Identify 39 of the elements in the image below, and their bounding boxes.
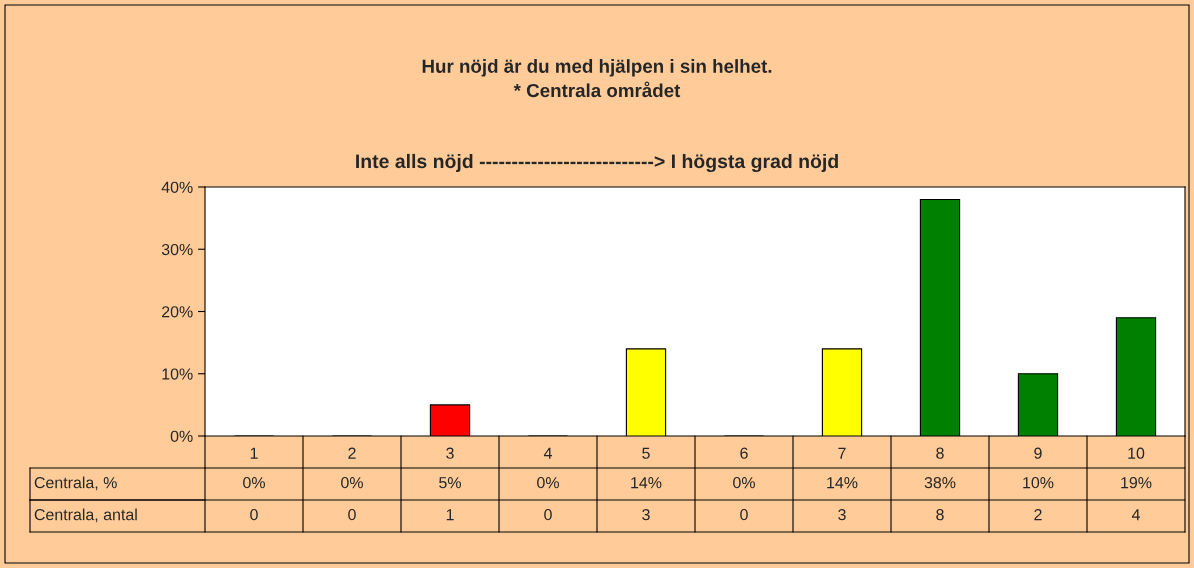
- text: 1: [446, 509, 454, 521]
- text: 8: [936, 508, 944, 521]
- data-label: 0%: [243, 476, 265, 489]
- text: 0: [740, 508, 748, 521]
- data-label: 0%: [537, 476, 559, 489]
- text: 3: [838, 508, 846, 521]
- text: 0: [544, 508, 552, 521]
- legend-label: Centrala, %: [34, 476, 117, 491]
- text: Centrala, antal: [34, 508, 137, 523]
- y-tick-label: 40%: [161, 181, 193, 193]
- data-label: 19%: [1121, 476, 1152, 489]
- x-tick-label: 1: [250, 447, 258, 459]
- text: 2: [1034, 508, 1042, 521]
- data-label: 10%: [1023, 476, 1054, 489]
- y-tick-label: 0%: [170, 430, 193, 442]
- y-tick-label: 30%: [161, 243, 193, 256]
- x-tick-label: 2: [348, 447, 356, 459]
- y-tick-label: 20%: [162, 306, 193, 318]
- x-tick-label: 10: [1128, 447, 1145, 459]
- data-label: 0%: [341, 476, 363, 489]
- x-tick-label: 8: [936, 447, 944, 459]
- y-tick-label: 10%: [162, 368, 193, 380]
- data-label: 0%: [733, 476, 755, 489]
- x-tick-label: 6: [740, 447, 748, 459]
- x-tick-label: 7: [838, 447, 846, 459]
- data-label: 5%: [439, 477, 461, 489]
- text: 0: [348, 508, 356, 521]
- text: 0: [250, 508, 258, 521]
- data-label: 14%: [631, 477, 662, 489]
- text: 4: [1131, 509, 1140, 521]
- x-tick-label: 9: [1034, 447, 1042, 459]
- chart-title: Hur nöjd är du med hjälpen i sin helhet. * Centrala området: [422, 59, 772, 98]
- data-label: 14%: [827, 477, 858, 489]
- x-tick-label: 5: [642, 447, 650, 459]
- chart-subtitle: Inte alls nöjd ---------------------------> I högsta grad nöjd: [356, 153, 838, 173]
- x-tick-label: 3: [446, 447, 454, 459]
- x-tick-label: 4: [543, 447, 552, 459]
- text: 3: [642, 508, 650, 521]
- data-label: 38%: [924, 476, 956, 489]
